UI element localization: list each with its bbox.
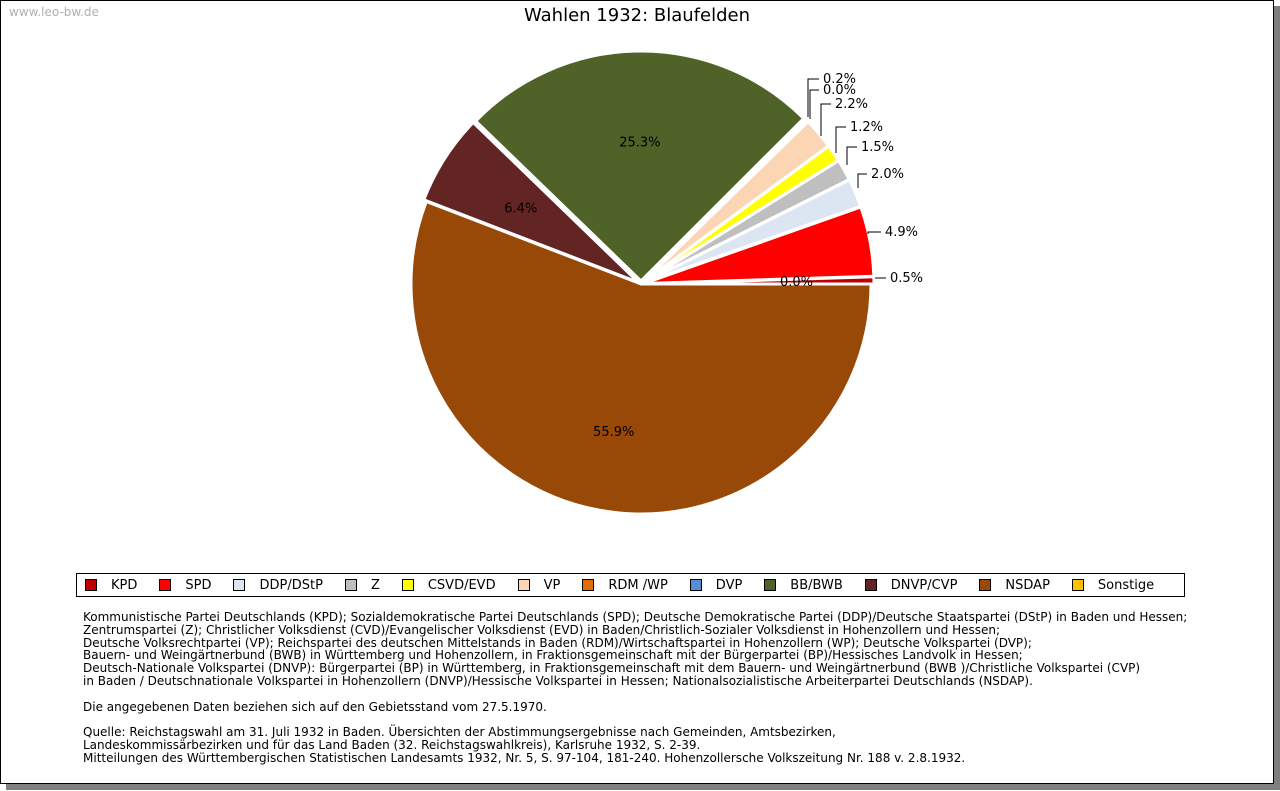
legend-swatch — [85, 579, 97, 591]
data-label: 6.4% — [504, 201, 537, 216]
note-line: Die angegebenen Daten beziehen sich auf … — [83, 699, 547, 714]
pie-slice-nsdap — [409, 199, 873, 516]
note-line — [83, 688, 1187, 701]
note-line: Zentrumspartei (Z); Christlicher Volksdi… — [83, 622, 1001, 637]
legend-swatch — [517, 579, 530, 591]
legend-item: NSDAP — [979, 578, 1050, 593]
legend-item: KPD — [85, 578, 137, 593]
legend-item: BB/BWB — [764, 577, 843, 593]
legend-label: BB/BWB — [790, 577, 843, 593]
legend-label: DVP — [715, 577, 743, 593]
legend-item: DDP/DStP — [233, 577, 323, 593]
legend-label: SPD — [185, 577, 212, 593]
data-label: 0.2% — [823, 72, 856, 87]
data-label: 1.5% — [861, 140, 894, 155]
pie-slice-dnvpcvp — [421, 120, 640, 284]
legend-label: DDP/DStP — [259, 577, 323, 593]
legend-label: DNVP/CVP — [890, 577, 958, 593]
note-line: Deutsche Volksrechtpartei (VP); Reichspa… — [83, 635, 1032, 650]
leader-line — [867, 231, 881, 234]
leader-line — [820, 103, 831, 136]
legend-swatch — [344, 579, 357, 591]
legend-swatch — [159, 579, 172, 591]
leader-line — [807, 78, 819, 117]
legend-swatch — [864, 579, 877, 591]
legend-swatch — [401, 579, 414, 591]
note-line: Deutsch-Nationale Volkspartei (DNVP): Bü… — [83, 661, 1141, 676]
legend-item: VP — [517, 577, 561, 593]
legend-item: CSVD/EVD — [401, 577, 496, 593]
legend-swatch — [582, 579, 595, 591]
legend-swatch — [689, 579, 702, 591]
note-line: Bauern- und Weingärtnerbund (BWB) in Wür… — [83, 648, 1023, 663]
data-label: 25.3% — [619, 135, 660, 150]
legend-item: Z — [344, 577, 380, 593]
pie-slice-dvp — [642, 117, 811, 283]
note-line: in Baden / Deutschnationale Volkspartei … — [83, 673, 1033, 688]
legend-item: DVP — [689, 577, 743, 593]
data-label: 1.2% — [850, 120, 883, 135]
leader-line — [809, 89, 819, 119]
data-label: 55.9% — [593, 425, 634, 440]
legend-swatch — [1071, 579, 1084, 591]
watermark: www.leo-bw.de — [9, 5, 99, 19]
data-label: 2.0% — [871, 167, 904, 182]
legend-item: DNVP/CVP — [864, 577, 958, 593]
note-line: Quelle: Reichstagswahl am 31. Juli 1932 … — [83, 725, 836, 740]
legend-label: NSDAP — [1005, 577, 1050, 593]
data-label: 0.0% — [823, 83, 856, 98]
data-label: 2.2% — [835, 97, 868, 112]
notes: Kommunistische Partei Deutschlands (KPD)… — [83, 611, 1187, 765]
legend-swatch — [979, 579, 992, 591]
legend-label: RDM /WP — [608, 577, 668, 593]
legend-item: SPD — [159, 578, 211, 593]
note-line: Landeskommissärbezirken und für das Land… — [83, 737, 701, 752]
data-label: 4.9% — [885, 225, 918, 240]
legend-swatch — [764, 579, 777, 591]
chart-title: Wahlen 1932: Blaufelden — [524, 5, 750, 26]
legend: KPD SPD DDP/DStP Z CSVD/EVD VP RDM /WP DVP BB/BW… — [76, 573, 1185, 597]
legend-item: RDM /WP — [582, 577, 668, 593]
legend-label: CSVD/EVD — [427, 577, 496, 593]
leader-line — [857, 173, 867, 188]
data-label: 0.5% — [890, 271, 923, 286]
leader-line — [846, 146, 857, 165]
legend-label: Sonstige — [1097, 577, 1155, 593]
legend-label: VP — [543, 577, 561, 593]
note-line: Kommunistische Partei Deutschlands (KPD)… — [83, 610, 1188, 624]
pie-slice-bbbwb — [473, 49, 806, 284]
legend-label: KPD — [111, 577, 138, 593]
data-label: 0.0% — [780, 275, 813, 290]
legend-label: Z — [370, 577, 380, 593]
legend-swatch — [233, 579, 246, 591]
leader-line — [835, 126, 846, 153]
legend-item: Sonstige — [1071, 577, 1155, 593]
pie-chart: 0.5%4.9%2.0%1.5%1.2%2.2%0.0%0.2%25.3%6.4… — [409, 49, 923, 516]
note-line: Mitteilungen des Württembergischen Stati… — [83, 750, 966, 765]
